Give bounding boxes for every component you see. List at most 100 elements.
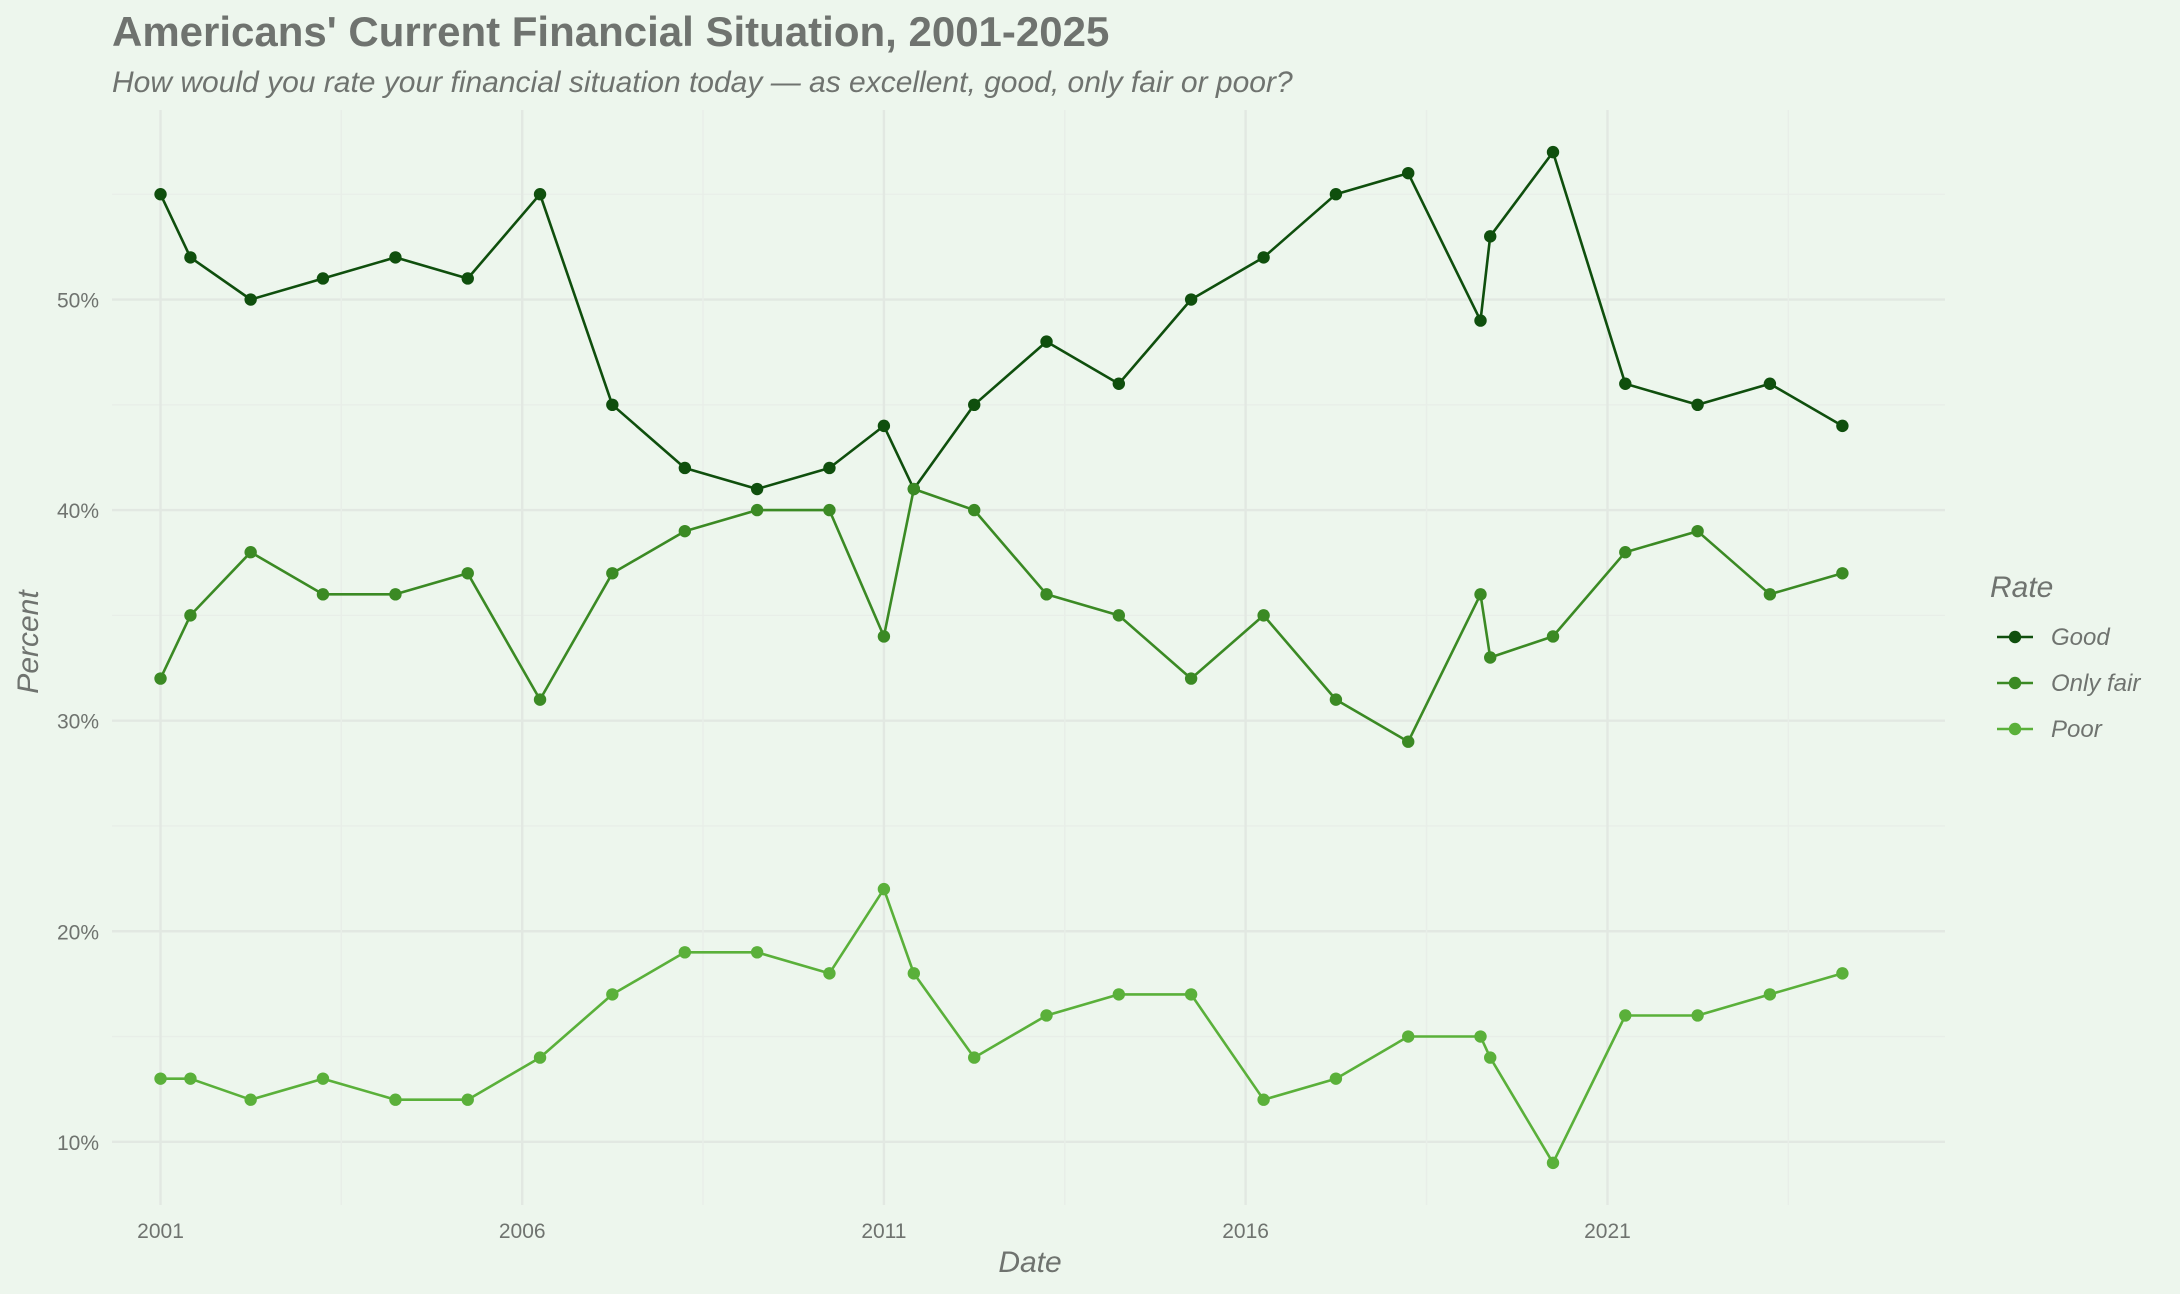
- x-tick-label: 2016: [1222, 1220, 1269, 1243]
- data-point-poor: [154, 1072, 167, 1085]
- data-point-poor: [1040, 1009, 1053, 1022]
- data-point-only-fair: [244, 546, 257, 559]
- data-point-poor: [1184, 988, 1198, 1001]
- data-point-poor: [750, 946, 764, 959]
- data-point-good: [1763, 377, 1777, 390]
- series-points: [154, 145, 1849, 1170]
- data-point-only-fair: [389, 588, 402, 601]
- data-point-poor: [606, 988, 619, 1001]
- x-tick-label: 2011: [861, 1220, 906, 1243]
- data-point-good: [750, 482, 764, 496]
- data-point-good: [1402, 166, 1415, 180]
- data-point-poor: [533, 1051, 547, 1064]
- data-point-poor: [184, 1072, 197, 1085]
- legend: Rate Good Only fair Poor: [1990, 571, 2141, 743]
- data-point-only-fair: [1257, 609, 1270, 622]
- series-line-good: [159, 150, 1844, 491]
- data-point-only-fair: [877, 630, 891, 643]
- y-axis-title: Percent: [12, 589, 45, 694]
- data-point-good: [461, 272, 474, 285]
- y-tick-label: 50%: [57, 290, 99, 313]
- data-point-only-fair: [1836, 567, 1849, 580]
- data-point-poor: [244, 1093, 257, 1106]
- data-point-poor: [1619, 1009, 1632, 1022]
- legend-key-point: [2008, 630, 2022, 644]
- data-point-only-fair: [316, 588, 330, 601]
- data-point-poor: [1112, 988, 1126, 1001]
- data-point-poor: [678, 946, 692, 959]
- data-point-good: [823, 461, 836, 475]
- data-point-only-fair: [1040, 588, 1053, 601]
- data-point-poor: [823, 967, 836, 980]
- y-tick-label: 10%: [57, 1132, 99, 1155]
- data-point-poor: [1402, 1030, 1415, 1043]
- data-point-only-fair: [154, 672, 167, 685]
- data-point-good: [678, 461, 692, 475]
- grid-lines: [112, 110, 1945, 1205]
- data-point-only-fair: [606, 567, 619, 580]
- plot-area: [112, 110, 1945, 1205]
- data-point-only-fair: [1619, 546, 1632, 559]
- chart-subtitle: How would you rate your financial situat…: [112, 66, 1293, 99]
- data-point-good: [1619, 377, 1632, 390]
- data-point-poor: [389, 1093, 402, 1106]
- data-point-good: [1184, 293, 1198, 306]
- data-point-poor: [1257, 1093, 1270, 1106]
- data-point-poor: [1474, 1030, 1487, 1043]
- data-point-good: [1329, 188, 1343, 201]
- x-axis-title: Date: [998, 1246, 1061, 1279]
- data-point-poor: [907, 967, 921, 980]
- data-point-good: [533, 188, 547, 201]
- data-point-only-fair: [750, 503, 764, 517]
- data-point-poor: [461, 1093, 474, 1106]
- data-point-poor: [877, 882, 891, 896]
- legend-key-point: [2008, 676, 2022, 690]
- legend-label: Only fair: [2051, 670, 2141, 697]
- data-point-poor: [1329, 1072, 1343, 1085]
- data-point-good: [877, 419, 891, 433]
- legend-label: Good: [2051, 624, 2110, 651]
- x-tick-label: 2001: [137, 1220, 184, 1243]
- data-point-only-fair: [907, 482, 921, 496]
- y-tick-label: 30%: [57, 711, 99, 734]
- x-tick-label: 2006: [499, 1220, 546, 1243]
- data-point-poor: [968, 1051, 981, 1064]
- y-tick-label: 40%: [57, 500, 99, 523]
- data-point-good: [1691, 398, 1704, 412]
- data-point-good: [606, 398, 619, 412]
- data-point-only-fair: [1112, 609, 1126, 622]
- data-point-poor: [1763, 988, 1777, 1001]
- legend-title: Rate: [1990, 571, 2053, 604]
- data-point-only-fair: [1691, 524, 1704, 538]
- data-point-only-fair: [533, 693, 547, 706]
- data-point-only-fair: [1763, 588, 1777, 601]
- data-point-good: [154, 188, 167, 201]
- data-point-only-fair: [1546, 630, 1560, 643]
- data-point-only-fair: [823, 503, 836, 517]
- legend-item-only-fair: Only fair: [1997, 670, 2141, 697]
- legend-item-poor: Poor: [1997, 716, 2103, 743]
- data-point-good: [1040, 335, 1053, 348]
- data-point-good: [244, 293, 257, 306]
- data-point-only-fair: [1184, 672, 1198, 685]
- data-point-good: [1474, 314, 1487, 327]
- data-point-only-fair: [968, 503, 981, 517]
- data-point-good: [184, 251, 197, 264]
- data-point-only-fair: [1329, 693, 1343, 706]
- data-point-only-fair: [1474, 588, 1487, 601]
- x-tick-label: 2021: [1584, 1220, 1631, 1243]
- data-point-only-fair: [461, 567, 474, 580]
- data-point-poor: [1691, 1009, 1704, 1022]
- chart-title: Americans' Current Financial Situation, …: [112, 8, 1109, 55]
- legend-item-good: Good: [1997, 624, 2110, 651]
- data-point-good: [1112, 377, 1126, 390]
- data-point-good: [316, 272, 330, 285]
- data-point-only-fair: [184, 609, 197, 622]
- data-point-good: [1546, 145, 1560, 159]
- y-tick-label: 20%: [57, 921, 99, 944]
- legend-key-point: [2008, 722, 2022, 736]
- data-point-only-fair: [1402, 735, 1415, 748]
- data-point-poor: [316, 1072, 330, 1085]
- data-point-only-fair: [678, 524, 692, 538]
